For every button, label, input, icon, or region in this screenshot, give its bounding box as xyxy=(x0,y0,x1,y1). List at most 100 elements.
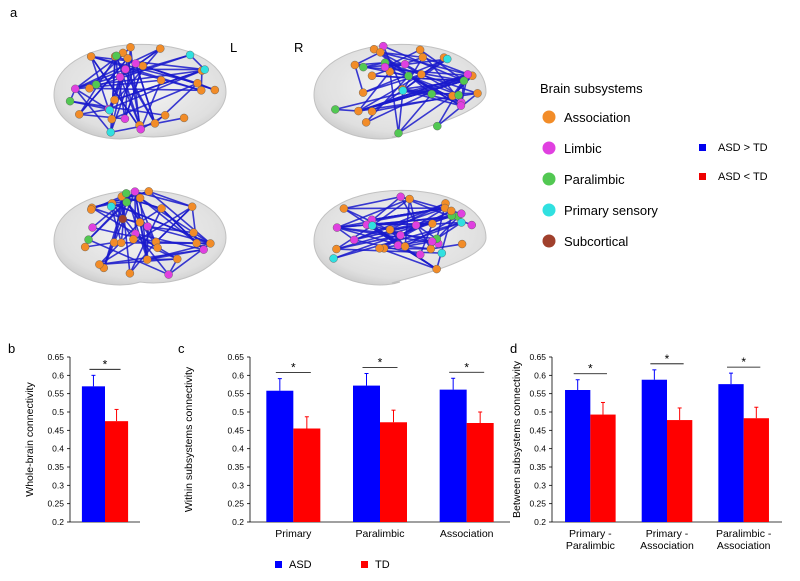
network-node xyxy=(105,105,114,115)
hemisphere-label: R xyxy=(294,40,303,55)
network-node xyxy=(398,86,408,95)
network-node xyxy=(411,220,421,230)
network-node xyxy=(426,244,436,254)
network-edge xyxy=(336,212,462,250)
network-edge xyxy=(114,69,203,101)
bar xyxy=(743,418,769,522)
network-node xyxy=(138,61,148,71)
y-tick-label: 0.65 xyxy=(227,352,244,362)
bar xyxy=(641,379,667,522)
network-edge xyxy=(90,56,142,130)
network-edge xyxy=(88,238,169,276)
legend-label: ASD xyxy=(289,559,312,571)
legend-swatch xyxy=(699,144,706,151)
network-node xyxy=(339,204,349,213)
bar xyxy=(380,422,407,522)
y-tick-label: 0.5 xyxy=(52,407,64,417)
y-tick-label: 0.65 xyxy=(47,352,64,362)
network-edge xyxy=(371,198,411,227)
network-edge xyxy=(126,58,142,130)
network-node xyxy=(329,254,338,263)
bar xyxy=(718,384,744,522)
network-node xyxy=(71,84,80,94)
network-node xyxy=(144,187,153,196)
network-edge xyxy=(384,49,421,68)
network-node xyxy=(200,65,209,74)
network-node xyxy=(173,254,182,264)
bar xyxy=(293,428,321,522)
network-node xyxy=(457,218,466,227)
bar xyxy=(353,385,380,522)
network-edge xyxy=(419,49,465,82)
y-tick-label: 0.4 xyxy=(534,444,546,454)
network-node xyxy=(143,255,152,264)
y-tick-label: 0.45 xyxy=(47,425,64,435)
network-edge xyxy=(354,64,364,93)
y-tick-label: 0.3 xyxy=(534,480,546,490)
network-node xyxy=(107,202,116,211)
network-edge xyxy=(89,54,191,90)
network-edge xyxy=(98,206,193,266)
network-node xyxy=(332,244,341,254)
legend-label: ASD > TD xyxy=(718,142,768,154)
network-edge xyxy=(110,206,123,244)
bar xyxy=(105,421,129,522)
network-node xyxy=(415,45,425,55)
network-node xyxy=(367,71,377,80)
network-node xyxy=(380,62,390,72)
network-node xyxy=(350,60,360,70)
network-node xyxy=(150,119,160,128)
x-tick-label: Paralimbic - xyxy=(716,528,772,540)
network-node xyxy=(125,269,135,278)
legend-title: Brain subsystems xyxy=(540,81,643,96)
legend-swatch xyxy=(542,234,556,248)
network-node xyxy=(156,76,166,85)
y-tick-label: 0.35 xyxy=(227,462,244,472)
y-tick-label: 0.5 xyxy=(534,407,546,417)
network-node xyxy=(153,243,162,253)
network-node xyxy=(404,71,413,81)
y-tick-label: 0.35 xyxy=(529,462,546,472)
network-node xyxy=(193,79,202,88)
y-tick-label: 0.55 xyxy=(227,389,244,399)
network-node xyxy=(136,125,145,134)
panel-label: a xyxy=(10,5,18,20)
y-tick-label: 0.2 xyxy=(534,517,546,527)
network-edge xyxy=(79,113,126,120)
x-tick-label: Primary xyxy=(275,528,312,540)
network-edge xyxy=(336,226,406,248)
legend-label: Limbic xyxy=(564,141,602,156)
x-tick-label: Association xyxy=(640,540,694,552)
network-node xyxy=(129,235,138,244)
network-node xyxy=(87,205,96,214)
y-tick-label: 0.6 xyxy=(232,370,244,380)
x-tick-label: Paralimbic xyxy=(566,540,615,552)
panel-label: b xyxy=(8,341,15,356)
legend-swatch xyxy=(542,110,556,124)
network-node xyxy=(143,222,152,231)
network-node xyxy=(375,244,384,253)
bar xyxy=(466,423,494,522)
network-node xyxy=(126,43,135,52)
network-node xyxy=(206,239,215,248)
y-tick-label: 0.65 xyxy=(529,352,546,362)
network-node xyxy=(447,206,456,216)
network-node xyxy=(354,106,363,116)
bar xyxy=(266,390,294,522)
network-edge xyxy=(398,95,453,134)
network-node xyxy=(130,187,140,196)
significance-mark: * xyxy=(378,356,383,370)
network-node xyxy=(428,219,437,228)
y-tick-label: 0.6 xyxy=(534,370,546,380)
network-node xyxy=(367,107,377,116)
network-node xyxy=(368,221,377,230)
y-tick-label: 0.3 xyxy=(52,480,64,490)
network-edge xyxy=(69,100,109,110)
network-node xyxy=(120,114,130,123)
network-node xyxy=(197,86,206,95)
y-tick-label: 0.35 xyxy=(47,462,64,472)
network-node xyxy=(396,192,405,201)
y-tick-label: 0.25 xyxy=(529,499,546,509)
network-node xyxy=(95,260,104,269)
network-node xyxy=(349,235,359,245)
